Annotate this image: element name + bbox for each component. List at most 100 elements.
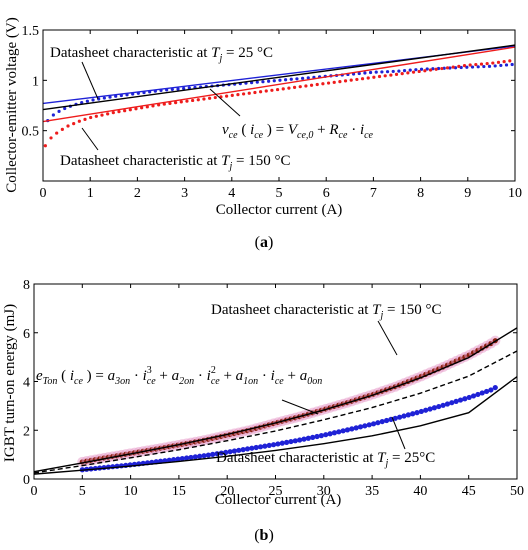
panel-b-marks [33,327,518,475]
panel-a-series-0-point [51,113,55,117]
panel-a-series-1-point [128,108,132,112]
panel-b-series-1-point [244,446,251,452]
panel-b-series-1-point [344,427,351,433]
panel-a-xtick-label: 5 [276,186,283,201]
panel-b-xtick-label: 45 [462,484,476,499]
panel-b-xtick-label: 35 [365,484,379,499]
panel-b-ytick-label: 4 [23,376,30,391]
panel-b-series-1-point [184,455,190,461]
panel-b-annotation-tj25: Datasheet characteristic at Tj = 25°C [216,450,435,469]
panel-a-marks [42,44,516,148]
panel-a-series-1-point [474,62,478,67]
panel-a-series-1-point [355,77,359,82]
panel-b-series-1-point [292,438,298,444]
panel-b-series-1-point [401,413,407,419]
panel-a-series-0-point [57,109,61,113]
panel-a-series-1-point [236,93,240,97]
panel-b-ylabel: IGBT turn-on energy (mJ) [2,304,18,462]
panel-b-series-1-point [214,451,220,457]
panel-a-series-1-point [468,63,472,67]
panel-a-series-1-point [508,59,512,63]
panel-b-xtick-label: 50 [510,484,524,499]
panel-a-series-0-point [301,76,305,80]
panel-b-xtick-label: 40 [413,484,427,499]
panel-b-series-1-point [366,422,372,428]
panel-a-series-0-point [487,64,492,68]
panel-b-series-1-point [349,426,355,432]
panel-a-series-0-point [357,71,361,76]
panel-a-leader-tj25 [81,61,99,100]
panel-a-series-1-point [83,117,87,121]
panel-a-series-1-point [400,72,404,76]
panel-a-series-1-point [383,74,387,78]
panel-a-xtick-label: 0 [40,186,47,201]
panel-b-series-1-point [379,418,385,425]
panel-a-series-1-point [100,113,104,117]
panel-a-series-0-point [108,95,112,99]
panel-a-series-0-point [272,79,276,83]
panel-a-series-1-point [451,65,455,69]
panel-b-series-1-point [166,457,172,463]
panel-b-series-1-point [340,428,346,434]
panel-a-series-1-point [292,85,297,90]
panel-b-series-1-point [453,398,459,404]
panel-b-series-1-point [231,448,238,454]
panel-a-annotation-tj150: Datasheet characteristic at Tj = 150 °C [60,153,291,172]
panel-b-formula: eTon ( ice ) = a3on · i3 ce + a2on · i2 ce… [36,365,322,387]
panel-a-series-4-line [42,46,516,123]
panel-a-ytick-label: 1.5 [22,24,40,39]
panel-a-ticks: 0 1 2 3 4 5 6 7 8 9 10 0.5 1 1.5 [22,24,523,201]
panel-a-series-0-point [380,70,384,74]
panel-b-series-1-point [323,432,329,438]
panel-b-series-1-point [170,457,177,463]
panel-a-series-0-point [63,106,67,111]
panel-a-series-1-point [77,119,81,123]
panel-a-series-1-point [123,109,127,113]
panel-a-series-1-point [332,80,336,84]
panel-b-series-1-point [397,414,403,420]
panel-a-series-1-point [423,69,427,73]
panel-a-series-0-point [295,77,299,81]
panel-b-series-1-point [418,408,424,415]
panel-a-series-1-point [304,84,308,88]
panel-a-xtick-label: 2 [134,186,141,201]
panel-b-series-1-point [370,421,377,427]
panel-a-series-1-point [287,86,291,90]
panel-a-series-0-point [504,63,509,67]
panel-b-series-1-point [305,435,311,441]
panel-a-series-1-point [445,66,450,70]
panel-a-series-0-point [408,68,412,72]
panel-b-series-4-line [33,376,518,475]
panel-b-series-1-point [327,431,333,437]
panel-a-series-1-point [479,62,484,66]
panel-a-series-0-point [284,78,288,82]
panel-b-series-1-point [266,442,272,449]
panel-b-series-1-point [188,454,194,461]
panel-a-series-1-point [349,78,353,82]
panel-a-series-1-point [111,111,115,115]
panel-a-series-0-point [102,96,106,100]
panel-a-xlabel: Collector current (A) [216,202,343,218]
panel-a-series-0-point [278,78,282,82]
panel-b-series-1-point [457,397,464,403]
panel-a-series-1-point [225,94,229,98]
panel-a-series-1-point [213,95,217,100]
panel-b-series-1-point [488,387,494,393]
panel-a-series-0-point [431,67,435,71]
panel-a-xtick-label: 1 [87,186,94,201]
panel-b-series-1-point [362,423,368,429]
panel-a-series-0-point [306,76,310,80]
panel-a-series-1-point [196,98,200,102]
panel-a-series-1-point [60,127,64,131]
panel-b-leader-formula [281,399,319,415]
panel-a-xtick-label: 9 [464,186,471,201]
panel-a-series-1-point [428,68,433,72]
panel-a-series-0-point [250,81,254,85]
panel-a-series-0-point [482,64,486,69]
panel-b-series-1-point [383,417,390,424]
panel-a-series-1-point [174,101,178,105]
panel-a-series-0-point [391,69,395,74]
panel-a-series-0-point [363,71,367,75]
panel-a-series-1-point [66,124,70,128]
panel-b-ticks: 0 5 10 15 20 25 30 35 40 45 50 0 2 4 6 8 [23,278,524,499]
